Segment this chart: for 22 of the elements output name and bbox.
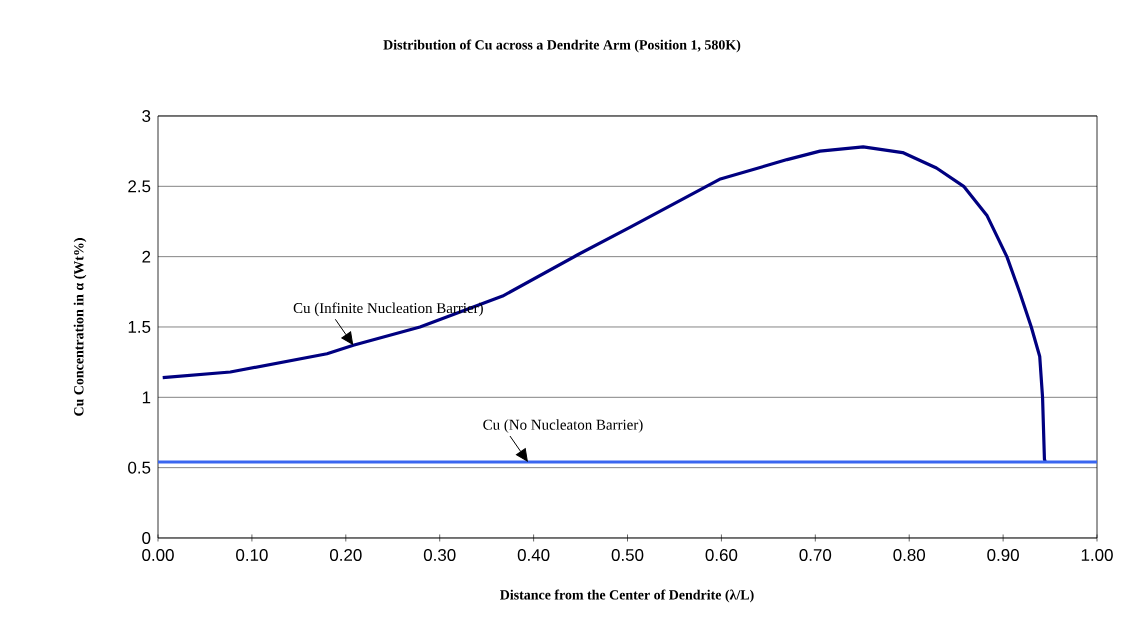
y-tick-label: 1.5 — [128, 321, 151, 333]
series-label: Cu (No Nucleaton Barrier) — [483, 419, 643, 433]
x-tick-label: 0.50 — [611, 549, 644, 561]
y-tick-label: 3 — [142, 109, 151, 122]
x-tick-label: 0.70 — [799, 549, 832, 561]
x-tick-label: 1.00 — [1081, 549, 1113, 561]
x-tick-label: 0.00 — [142, 549, 174, 561]
y-tick-label: 2 — [142, 250, 151, 263]
y-tick-label: 0 — [142, 531, 151, 544]
y-axis-title: Cu Concentration in α (Wt%) — [73, 238, 87, 416]
y-tick-label: 2.5 — [128, 180, 151, 193]
x-tick-label: 0.90 — [987, 549, 1019, 561]
x-axis-title: Distance from the Center of Dendrite (λ/L) — [500, 589, 754, 603]
x-tick-label: 0.80 — [893, 549, 926, 561]
x-tick-label: 0.10 — [236, 549, 268, 561]
x-tick-label: 0.30 — [423, 549, 456, 561]
x-tick-label: 0.40 — [517, 549, 550, 561]
x-tick-label: 0.20 — [329, 549, 362, 561]
chart-title: Distribution of Cu across a Dendrite Arm (Position 1, 580K) — [383, 39, 741, 53]
y-tick-label: 1 — [142, 391, 151, 404]
x-tick-label: 0.60 — [705, 549, 738, 561]
y-tick-label: 0.5 — [128, 461, 151, 474]
